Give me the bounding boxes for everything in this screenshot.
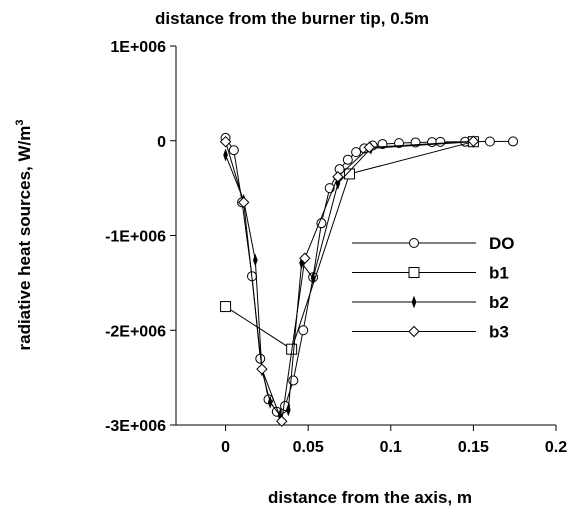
x-tick-label: 0.05 [293, 439, 324, 456]
y-axis-label-text: radiative heat sources, W/m [15, 126, 34, 351]
series-do [220, 132, 519, 417]
data-point-thin-diamond [267, 395, 273, 409]
data-point-thin-diamond [223, 148, 228, 162]
data-point-square [343, 168, 355, 180]
y-tick-label: -3E+006 [105, 418, 166, 435]
data-point-diamond [332, 171, 344, 183]
legend-item-b3: b3 [352, 323, 509, 342]
x-tick-label: 0 [221, 439, 230, 456]
series-layer [219, 132, 519, 427]
data-point-circle [342, 154, 353, 165]
data-point-circle [484, 136, 495, 147]
data-point-circle [298, 325, 309, 336]
data-point-diamond [408, 325, 420, 338]
data-point-circle [288, 375, 299, 386]
y-axis-label: radiative heat sources, W/m3 [14, 120, 34, 351]
series-line-do [225, 137, 514, 413]
data-point-thin-diamond [411, 295, 417, 309]
y-tick-label: -1E+006 [105, 229, 166, 246]
y-axis-label-superscript: 3 [14, 120, 26, 126]
x-axis-label: distance from the axis, m [268, 488, 472, 507]
data-point-thin-diamond [335, 176, 341, 190]
axes: 1E+006 0 -1E+006 -2E+006 -3E+006 0 0.05 0.1 0.15… [105, 39, 567, 456]
data-point-circle [351, 147, 362, 158]
series-b3 [219, 135, 480, 427]
data-point-square [408, 267, 420, 278]
series-line-b1 [225, 141, 474, 350]
data-point-circle [409, 238, 419, 248]
data-point-diamond [276, 415, 288, 427]
legend: DO b1 b2 b3 [352, 234, 515, 342]
data-point-diamond [219, 135, 232, 148]
data-point-circle [427, 137, 438, 148]
legend-label-b2: b2 [489, 293, 509, 312]
data-point-diamond [467, 135, 480, 147]
x-tick-label: 0.1 [380, 439, 402, 456]
legend-item-do: DO [352, 234, 515, 253]
x-tick-label: 0.2 [545, 439, 567, 456]
data-point-diamond [256, 363, 268, 375]
data-point-thin-diamond [286, 403, 291, 417]
y-tick-label: -2E+006 [105, 323, 166, 340]
y-tick-label: 1E+006 [110, 39, 166, 56]
series-line-b2 [225, 141, 474, 417]
legend-label-b1: b1 [489, 264, 509, 283]
legend-label-b3: b3 [489, 323, 509, 342]
data-point-diamond [299, 252, 311, 264]
data-point-square [220, 301, 232, 313]
chart-title: distance from the burner tip, 0.5m [155, 9, 429, 28]
y-tick-label: 0 [157, 134, 166, 151]
data-point-circle [228, 145, 239, 156]
legend-label-do: DO [489, 234, 515, 253]
legend-item-b1: b1 [352, 264, 509, 283]
x-tick-label: 0.15 [458, 439, 489, 456]
series-line-b3 [225, 140, 474, 422]
data-point-thin-diamond [252, 253, 258, 267]
data-point-thin-diamond [310, 271, 316, 285]
data-point-circle [508, 136, 519, 147]
data-point-diamond [363, 141, 376, 154]
legend-item-b2: b2 [352, 293, 509, 312]
data-point-circle [435, 136, 446, 147]
data-point-diamond [238, 196, 250, 209]
